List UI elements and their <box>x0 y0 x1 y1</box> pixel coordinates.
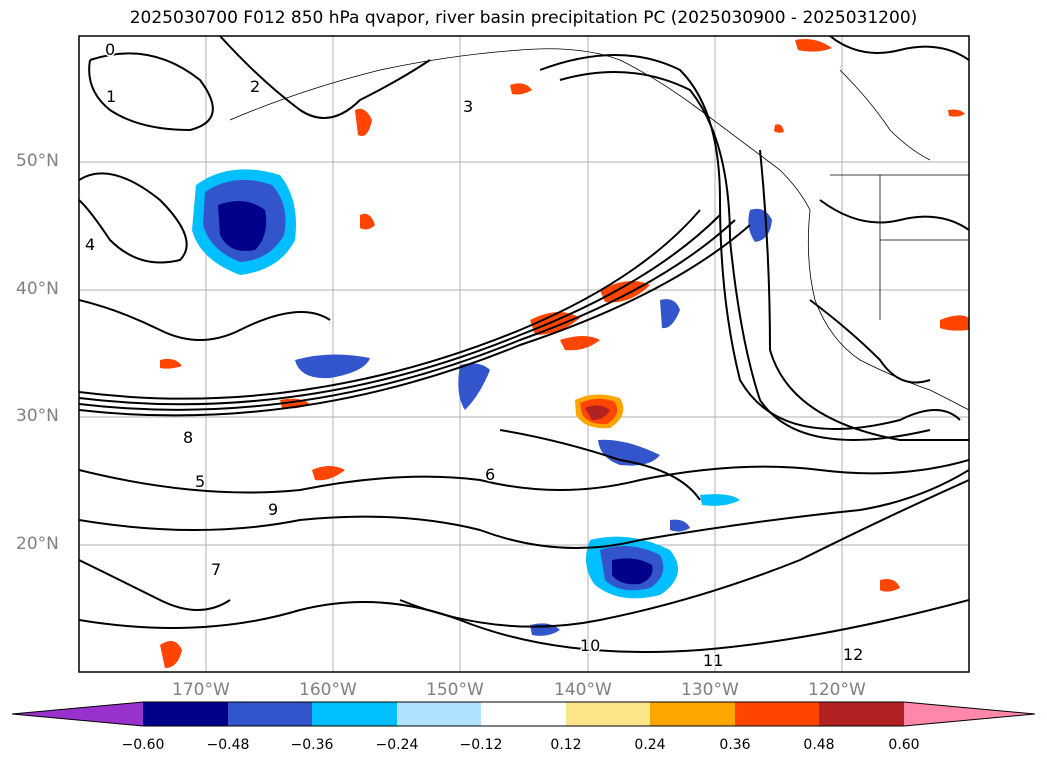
lat-label-50n: 50°N <box>16 151 59 171</box>
precip-negative-blobs <box>192 169 772 636</box>
contour-label: 10 <box>580 636 600 655</box>
vapor-contours <box>79 36 969 653</box>
lon-label-130w: 130°W <box>681 680 739 700</box>
map-title: 2025030700 F012 850 hPa qvapor, river ba… <box>129 8 918 28</box>
contour-label: 0 <box>105 40 115 59</box>
lon-label-150w: 150°W <box>426 680 484 700</box>
colorbar-tick: −0.48 <box>206 737 250 753</box>
colorbar-tick: 0.60 <box>888 737 920 753</box>
contour-label: 5 <box>195 472 205 491</box>
contour-label: 1 <box>106 87 116 106</box>
lat-label-20n: 20°N <box>16 534 59 554</box>
contour-label: 2 <box>250 77 260 96</box>
colorbar-tick: −0.12 <box>459 737 503 753</box>
contour-label: 3 <box>463 97 473 116</box>
contour-label: 6 <box>485 465 495 484</box>
lat-label-30n: 30°N <box>16 406 59 426</box>
lon-label-140w: 140°W <box>554 680 612 700</box>
colorbar-tick: −0.60 <box>121 737 165 753</box>
contour-label: 8 <box>183 428 193 447</box>
contour-label: 4 <box>85 235 95 254</box>
colorbar-tick: 0.36 <box>719 737 751 753</box>
lon-label-120w: 120°W <box>808 680 866 700</box>
contour-label: 7 <box>211 560 221 579</box>
colorbar <box>11 701 1036 727</box>
colorbar-tick: 0.24 <box>634 737 666 753</box>
colorbar-tick: 0.12 <box>550 737 582 753</box>
colorbar-tick: −0.36 <box>290 737 334 753</box>
contour-label: 9 <box>268 500 278 519</box>
contour-labels: 0 1 2 3 4 5 6 7 8 9 10 11 12 <box>84 39 865 672</box>
coastlines <box>229 48 969 411</box>
contour-label: 11 <box>703 651 723 670</box>
lat-label-40n: 40°N <box>16 279 59 299</box>
colorbar-tick: 0.48 <box>803 737 835 753</box>
precip-positive-blobs <box>160 39 969 668</box>
contour-label: 12 <box>843 645 863 664</box>
lon-label-160w: 160°W <box>299 680 357 700</box>
lon-label-170w: 170°W <box>172 680 230 700</box>
colorbar-tick: −0.24 <box>375 737 419 753</box>
